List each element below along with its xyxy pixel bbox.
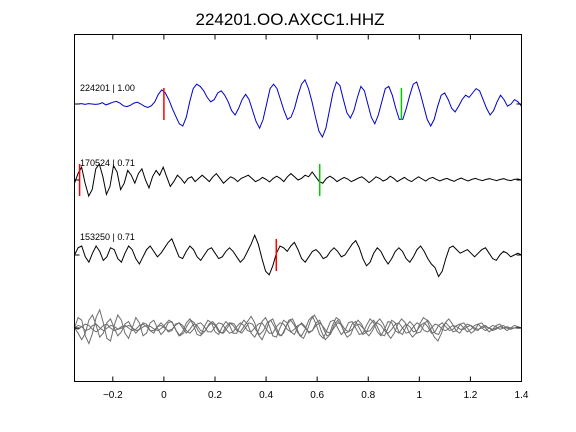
x-tick-label-3: 0.4 [259,390,273,401]
trace-label-3: 153250 | 0.71 [80,232,135,242]
x-axis-ticks: −0.2 0 0.2 0.4 0.6 0.8 1 1.2 1.4 [74,34,529,401]
x-tick-label-8: 1.4 [515,390,529,401]
waveform-trace-5 [74,313,522,341]
waveform-trace-3 [74,233,522,278]
waveform-trace-6 [74,314,522,342]
x-tick-label-4: 0.6 [310,390,324,401]
trace-group: 224201 | 1.00 170524 | 0.71 153250 | 0.71 [74,78,522,345]
waveform-trace-7 [74,322,522,334]
x-tick-label-1: 0 [161,390,167,401]
x-tick-label-6: 1 [417,390,423,401]
waveform-trace-2 [74,162,522,198]
trace-label-2: 170524 | 0.71 [80,158,135,168]
x-tick-label-7: 1.2 [463,390,477,401]
chart-title: 224201.OO.AXCC1.HHZ [196,10,385,29]
plot-area-frame [74,34,522,382]
x-tick-label-2: 0.2 [208,390,222,401]
x-tick-label-5: 0.8 [361,390,375,401]
x-tick-label-0: −0.2 [103,390,123,401]
waveform-trace-1 [74,78,522,139]
trace-label-1: 224201 | 1.00 [80,83,135,93]
